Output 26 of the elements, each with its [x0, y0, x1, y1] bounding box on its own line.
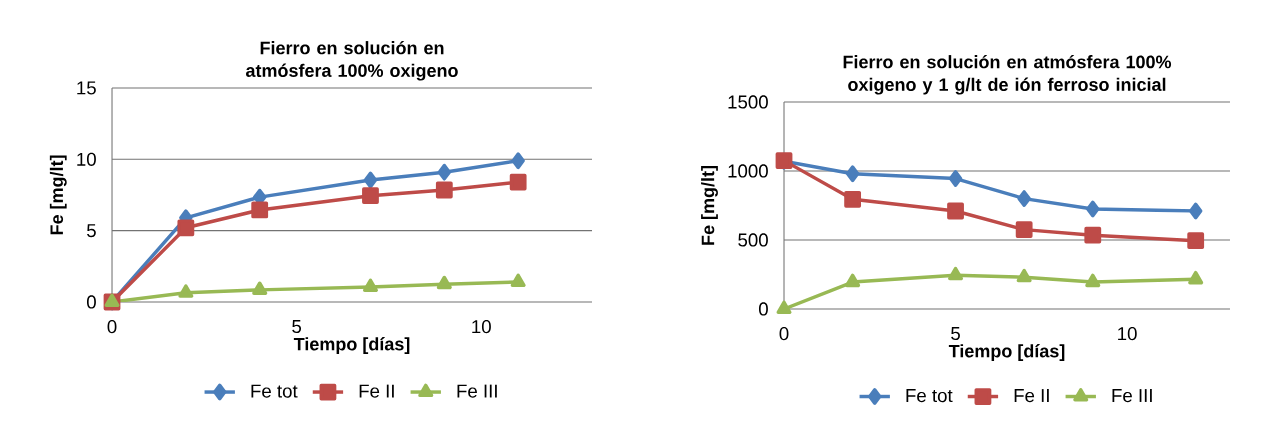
x-tick-label: 0 — [779, 327, 789, 341]
x-tick-label: 0 — [107, 320, 117, 334]
x-tick-label: 5 — [951, 327, 960, 341]
y-tick-label: 15 — [77, 81, 96, 95]
x-tick-label: 10 — [472, 320, 491, 334]
legend-label: Fe III — [1112, 389, 1152, 403]
legend-label: Fe tot — [906, 389, 953, 403]
y-tick-label: 1000 — [728, 164, 768, 178]
legend-label: Fe II — [1014, 389, 1049, 403]
x-tick-label: 10 — [1118, 327, 1137, 341]
chart-title: Fierro en solución en atmósfera 100% oxigeno y 1 g/lt de ión ferroso inicial — [843, 54, 1172, 95]
y-axis-title: Fe [mg/lt] — [701, 166, 718, 245]
y-tick-label: 1500 — [728, 95, 768, 109]
y-axis-title: Fe [mg/lt] — [49, 155, 67, 235]
y-tick-label: 5 — [87, 224, 96, 238]
y-tick-label: 500 — [738, 233, 768, 247]
y-tick-label: 10 — [77, 152, 96, 166]
y-tick-label: 0 — [86, 295, 96, 309]
legend-label: Fe tot — [251, 384, 298, 398]
x-axis-title: Tiempo [días] — [293, 337, 410, 355]
x-axis-title: Tiempo [días] — [948, 344, 1065, 362]
x-tick-label: 5 — [292, 320, 302, 334]
y-tick-label: 0 — [758, 302, 768, 316]
chart-title: Fierro en solución en atmósfera 100% oxigeno — [246, 40, 458, 81]
legend-label: Fe II — [359, 384, 394, 398]
legend-label: Fe III — [457, 384, 497, 398]
